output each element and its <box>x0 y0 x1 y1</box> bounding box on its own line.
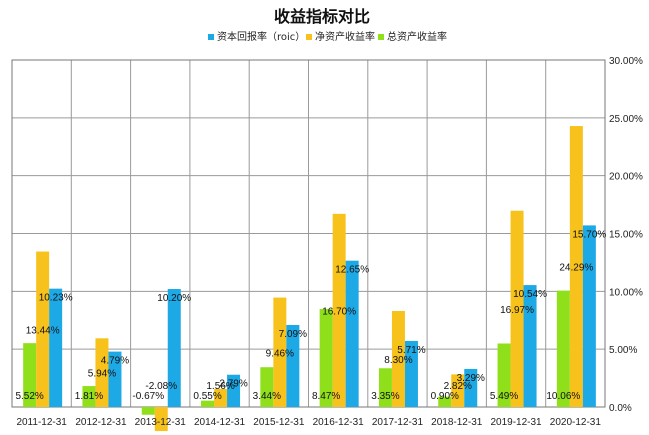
legend-label: 净资产收益率 <box>315 30 375 43</box>
bar <box>82 386 96 407</box>
gridlines <box>11 59 606 408</box>
bar <box>167 289 181 407</box>
data-label: -2.08% <box>145 381 177 392</box>
bar <box>141 407 155 415</box>
plot-frame <box>11 59 606 408</box>
data-label: 8.30% <box>384 355 412 366</box>
bar <box>569 126 583 408</box>
data-label: 1.56% <box>206 381 234 392</box>
legend: 资本回报率（roic） 净资产收益率 总资产收益率 <box>208 30 447 43</box>
legend-swatch <box>378 34 384 40</box>
data-label: 2.82% <box>444 381 472 392</box>
bar <box>404 340 418 407</box>
data-label: 12.65% <box>335 265 369 276</box>
bar <box>332 213 346 407</box>
x-tick-label: 2017-12-31 <box>372 417 424 428</box>
data-label: 9.46% <box>266 348 294 359</box>
bar <box>260 367 274 407</box>
y-tick-label: 25.00% <box>609 114 643 125</box>
x-tick-label: 2018-12-31 <box>431 417 483 428</box>
data-label: 3.44% <box>253 391 281 402</box>
y-tick-label: 30.00% <box>609 56 643 67</box>
chart-title: 收益指标对比 <box>274 7 370 26</box>
data-label: 16.97% <box>500 305 534 316</box>
bar <box>227 374 241 407</box>
bar <box>201 400 215 407</box>
data-label: 1.81% <box>75 391 103 402</box>
bar <box>556 290 570 407</box>
data-label: 5.52% <box>15 391 43 402</box>
y-tick-label: 20.00% <box>609 172 643 183</box>
data-label: 3.35% <box>371 391 399 402</box>
legend-swatch <box>208 34 214 40</box>
bar <box>464 368 478 407</box>
bar <box>95 338 109 407</box>
data-label: 0.55% <box>193 391 221 402</box>
data-label: 8.47% <box>312 391 340 402</box>
x-tick-label: 2015-12-31 <box>253 417 305 428</box>
bar <box>523 285 537 407</box>
y-tick-label: 0.0% <box>609 403 632 414</box>
x-tick-label: 2012-12-31 <box>75 417 127 428</box>
data-label: 10.06% <box>546 391 580 402</box>
x-axis: 2011-12-31 2012-12-31 2013-12-31 2014-12-31… <box>16 417 601 428</box>
x-tick-label: 2016-12-31 <box>313 417 365 428</box>
bar <box>23 343 37 407</box>
y-tick-label: 15.00% <box>609 230 643 241</box>
legend-label: 资本回报率（roic） <box>217 30 305 43</box>
data-label: 24.29% <box>559 263 593 274</box>
data-label: 16.70% <box>322 306 356 317</box>
bar <box>345 260 359 407</box>
bar <box>273 297 287 407</box>
bar <box>36 251 50 407</box>
data-labels: 5.52% 13.44% 10.23% 1.81% 5.94% 4.79% -0.67%-2… <box>15 229 606 402</box>
bar <box>108 351 122 407</box>
x-tick-label: 2020-12-31 <box>550 417 602 428</box>
data-label: 5.71% <box>397 345 425 356</box>
legend-label: 总资产收益率 <box>387 30 447 43</box>
bar <box>154 407 168 432</box>
data-label: 0.90% <box>431 391 459 402</box>
bar <box>214 388 228 407</box>
data-label: 10.23% <box>39 293 73 304</box>
bar <box>510 210 524 407</box>
data-label: 5.49% <box>490 391 518 402</box>
x-tick-label: 2014-12-31 <box>194 417 246 428</box>
legend-swatch <box>306 34 312 40</box>
data-label: 13.44% <box>26 325 60 336</box>
data-label: -0.67% <box>132 391 164 402</box>
data-label: 2.79% <box>219 379 247 390</box>
y-tick-label: 10.00% <box>609 287 643 298</box>
bar <box>286 324 300 407</box>
x-tick-label: 2011-12-31 <box>16 417 67 428</box>
x-tick-label: 2013-12-31 <box>135 417 187 428</box>
y-tick-label: 5.00% <box>609 345 637 356</box>
bar <box>582 225 596 407</box>
data-label: 7.09% <box>279 329 307 340</box>
data-label: 4.79% <box>101 356 129 367</box>
bar <box>451 374 465 407</box>
data-label: 15.70% <box>572 229 606 240</box>
bar <box>378 368 392 407</box>
bar <box>49 288 63 407</box>
x-tick-label: 2019-12-31 <box>490 417 542 428</box>
bar <box>497 343 511 407</box>
data-label: 5.94% <box>88 369 116 380</box>
data-label: 10.54% <box>513 289 547 300</box>
data-label: 10.20% <box>157 293 191 304</box>
bar <box>319 309 333 407</box>
y-axis: 0.0% 5.00% 10.00% 15.00% 20.00% 25.00% 30.00% <box>609 56 643 414</box>
data-label: 3.29% <box>457 373 485 384</box>
bars <box>23 126 596 432</box>
bar <box>391 310 405 407</box>
bar <box>438 396 452 407</box>
